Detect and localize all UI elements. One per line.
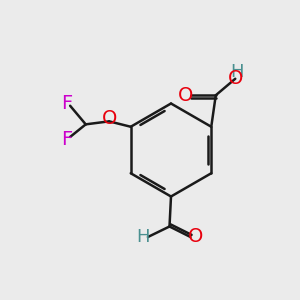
Text: O: O [101,110,117,128]
Text: O: O [228,69,243,88]
Text: O: O [178,86,194,105]
Text: H: H [137,228,150,246]
Text: O: O [188,227,204,247]
Text: H: H [230,63,244,81]
Text: F: F [61,94,72,113]
Text: F: F [61,130,72,149]
